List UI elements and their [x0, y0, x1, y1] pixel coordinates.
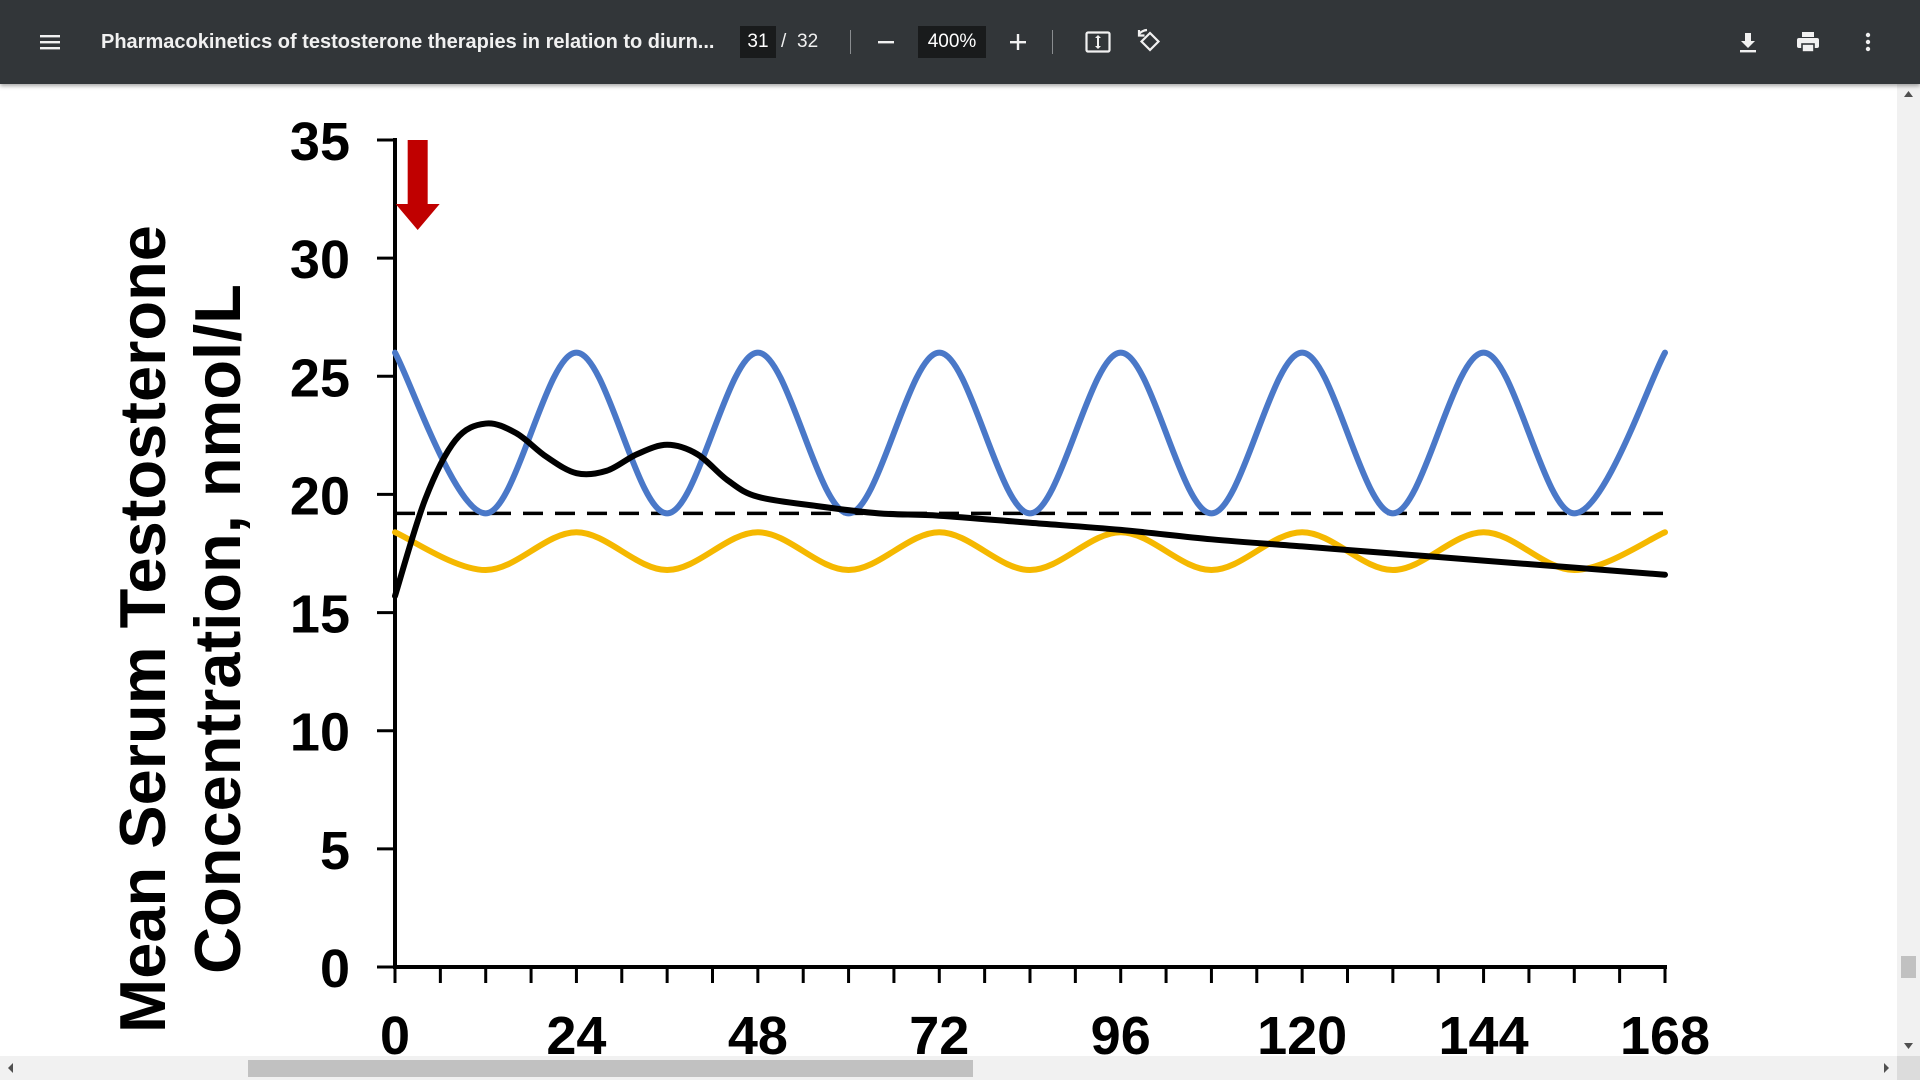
y-axis-label-line2: Concentration, nmol/L	[181, 284, 254, 974]
scrollbar-corner	[1897, 1056, 1920, 1080]
zoom-out-button[interactable]	[866, 22, 906, 62]
pdf-toolbar: Pharmacokinetics of testosterone therapi…	[0, 0, 1920, 84]
rotate-button[interactable]	[1130, 22, 1170, 62]
download-button[interactable]	[1728, 22, 1768, 62]
dose-arrow	[395, 140, 440, 230]
print-button[interactable]	[1788, 22, 1828, 62]
y-tick-label: 20	[290, 466, 350, 526]
more-vert-icon	[1865, 32, 1871, 52]
vertical-scrollbar[interactable]	[1897, 84, 1920, 1056]
chevron-left-icon	[8, 1063, 13, 1073]
chevron-down-icon	[1904, 1043, 1913, 1049]
scroll-up-arrow[interactable]	[1897, 84, 1920, 104]
page-number-input[interactable]: 31	[740, 26, 776, 58]
x-tick-label: 24	[546, 1006, 606, 1056]
rotate-icon	[1137, 28, 1161, 52]
y-tick-label: 35	[290, 112, 350, 172]
zoom-level-input[interactable]: 400%	[918, 26, 986, 58]
vertical-scroll-thumb[interactable]	[1901, 956, 1916, 978]
y-tick-label: 25	[290, 348, 350, 408]
toolbar-divider	[850, 30, 851, 54]
x-tick-label: 96	[1091, 1006, 1151, 1056]
x-tick-label: 120	[1257, 1006, 1347, 1056]
plus-icon	[1010, 34, 1026, 50]
series-yellow-line	[392, 529, 1668, 574]
menu-icon	[40, 35, 60, 50]
scroll-right-arrow[interactable]	[1875, 1056, 1897, 1080]
zoom-in-button[interactable]	[998, 22, 1038, 62]
y-tick-label: 5	[320, 821, 350, 881]
fit-to-page-button[interactable]	[1078, 22, 1118, 62]
page-separator: /	[781, 31, 787, 52]
document-title: Pharmacokinetics of testosterone therapi…	[101, 31, 715, 53]
testosterone-chart: 0 5 10 15 20 25 30 35 0 24 48 72 96 120 144 168 Mean Se…	[106, 112, 1710, 1056]
y-tick-label: 0	[320, 939, 350, 999]
x-tick-label: 0	[380, 1006, 410, 1056]
x-tick-label: 144	[1439, 1006, 1529, 1056]
y-tick-label: 10	[290, 703, 350, 763]
document-viewport[interactable]: 0 5 10 15 20 25 30 35 0 24 48 72 96 120 144 168 Mean Se…	[0, 84, 1897, 1056]
x-tick-label: 48	[728, 1006, 788, 1056]
scroll-left-arrow[interactable]	[0, 1056, 22, 1080]
y-tick-label: 30	[290, 230, 350, 290]
series-blue-line	[392, 349, 1668, 517]
toolbar-divider	[1052, 30, 1053, 54]
horizontal-scrollbar[interactable]	[0, 1056, 1897, 1080]
print-icon	[1797, 32, 1819, 53]
series-black-line	[392, 420, 1668, 600]
download-icon	[1740, 33, 1756, 53]
y-tick-label: 15	[290, 585, 350, 645]
page-total: 32	[797, 31, 819, 52]
chevron-right-icon	[1884, 1063, 1889, 1073]
more-options-button[interactable]	[1848, 22, 1888, 62]
minus-icon	[878, 41, 894, 44]
scroll-down-arrow[interactable]	[1897, 1036, 1920, 1056]
fit-to-page-icon	[1085, 31, 1111, 53]
x-tick-label: 168	[1620, 1006, 1710, 1056]
menu-button[interactable]	[30, 22, 70, 62]
y-axis-label-line1: Mean Serum Testosterone	[106, 225, 179, 1033]
x-tick-label: 72	[909, 1006, 969, 1056]
horizontal-scroll-thumb[interactable]	[248, 1060, 973, 1077]
chevron-up-icon	[1904, 91, 1913, 97]
